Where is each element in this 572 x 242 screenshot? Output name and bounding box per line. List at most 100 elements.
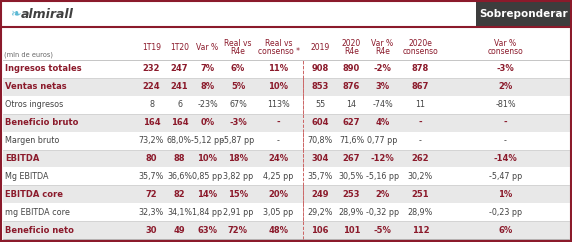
Text: 878: 878	[412, 64, 429, 74]
Bar	[3, 150, 570, 167]
Text: -5,12 pp: -5,12 pp	[191, 136, 224, 145]
Text: 63%: 63%	[197, 226, 217, 234]
Text: 8%: 8%	[200, 82, 214, 91]
Text: 10%: 10%	[197, 154, 217, 163]
Text: consenso: consenso	[403, 47, 438, 56]
Text: R4e: R4e	[231, 47, 245, 56]
Text: 113%: 113%	[267, 100, 290, 109]
Text: 112: 112	[412, 226, 430, 234]
Text: 24%: 24%	[268, 154, 288, 163]
Text: 14%: 14%	[197, 190, 217, 199]
Text: consenso: consenso	[487, 47, 523, 56]
Text: 18%: 18%	[228, 154, 248, 163]
Text: 48%: 48%	[268, 226, 288, 234]
Text: mg EBITDA core: mg EBITDA core	[5, 208, 70, 217]
Text: 101: 101	[343, 226, 360, 234]
Text: 68,0%: 68,0%	[167, 136, 192, 145]
Text: 908: 908	[311, 64, 329, 74]
Text: 10%: 10%	[268, 82, 288, 91]
Text: 34,1%: 34,1%	[167, 208, 192, 217]
Text: Var %: Var %	[196, 44, 219, 53]
Bar	[3, 78, 570, 96]
Text: ❧: ❧	[10, 8, 21, 21]
Text: -23%: -23%	[197, 100, 218, 109]
Bar	[3, 167, 570, 185]
Text: -: -	[419, 136, 422, 145]
Text: 2020e: 2020e	[408, 39, 432, 48]
Text: -74%: -74%	[372, 100, 393, 109]
Text: Mg EBITDA: Mg EBITDA	[5, 172, 49, 181]
Text: 73,2%: 73,2%	[139, 136, 164, 145]
Text: 1T20: 1T20	[170, 44, 189, 53]
Text: Ingresos totales: Ingresos totales	[5, 64, 82, 74]
Text: 71,6%: 71,6%	[339, 136, 364, 145]
Text: 2%: 2%	[498, 82, 513, 91]
Text: 6: 6	[177, 100, 182, 109]
Text: 55: 55	[315, 100, 325, 109]
Text: 49: 49	[174, 226, 185, 234]
Text: 0,85 pp: 0,85 pp	[192, 172, 223, 181]
Text: 0,77 pp: 0,77 pp	[367, 136, 398, 145]
Text: (mln de euros): (mln de euros)	[4, 52, 53, 58]
Bar	[1, 1, 571, 27]
Text: Beneficio neto: Beneficio neto	[5, 226, 74, 234]
Text: 11%: 11%	[268, 64, 288, 74]
Text: 853: 853	[311, 82, 329, 91]
Text: 251: 251	[412, 190, 430, 199]
Text: 80: 80	[146, 154, 157, 163]
Text: 6%: 6%	[498, 226, 513, 234]
Text: 241: 241	[170, 82, 188, 91]
Text: R4e: R4e	[375, 47, 390, 56]
Text: -5%: -5%	[374, 226, 391, 234]
Text: 253: 253	[343, 190, 360, 199]
Bar	[3, 60, 570, 78]
Text: Ventas netas: Ventas netas	[5, 82, 66, 91]
Text: 0%: 0%	[200, 118, 214, 127]
Text: 3,82 pp: 3,82 pp	[223, 172, 253, 181]
Text: 164: 164	[142, 118, 160, 127]
Text: 72: 72	[146, 190, 157, 199]
Text: -: -	[504, 118, 507, 127]
Text: Var %: Var %	[494, 39, 517, 48]
Text: 28,9%: 28,9%	[339, 208, 364, 217]
Text: 88: 88	[174, 154, 185, 163]
Text: 3,05 pp: 3,05 pp	[263, 208, 293, 217]
Text: 867: 867	[412, 82, 429, 91]
Text: EBITDA: EBITDA	[5, 154, 39, 163]
Text: Sobreponderar: Sobreponderar	[479, 9, 568, 19]
Text: R4e: R4e	[344, 47, 359, 56]
Text: Beneficio bruto: Beneficio bruto	[5, 118, 78, 127]
Text: Real vs: Real vs	[224, 39, 252, 48]
Text: 67%: 67%	[229, 100, 247, 109]
Text: -: -	[419, 118, 422, 127]
Text: 2020: 2020	[342, 39, 361, 48]
Text: 7%: 7%	[200, 64, 214, 74]
Text: 604: 604	[311, 118, 329, 127]
Text: -5,16 pp: -5,16 pp	[366, 172, 399, 181]
Text: 15%: 15%	[228, 190, 248, 199]
Text: Var %: Var %	[371, 39, 394, 48]
Text: 35,7%: 35,7%	[139, 172, 164, 181]
Text: 1,84 pp: 1,84 pp	[192, 208, 223, 217]
Text: 876: 876	[343, 82, 360, 91]
Text: 247: 247	[171, 64, 188, 74]
Text: 2019: 2019	[311, 44, 329, 53]
Text: 14: 14	[347, 100, 356, 109]
Text: 5%: 5%	[231, 82, 245, 91]
Text: 106: 106	[311, 226, 329, 234]
Text: 1T19: 1T19	[142, 44, 161, 53]
Text: -: -	[504, 136, 507, 145]
Text: -2%: -2%	[374, 64, 391, 74]
Text: -14%: -14%	[494, 154, 518, 163]
Text: Real vs: Real vs	[265, 39, 292, 48]
Bar	[3, 132, 570, 150]
Text: 627: 627	[343, 118, 360, 127]
Text: 36,6%: 36,6%	[167, 172, 192, 181]
Text: 232: 232	[143, 64, 160, 74]
Text: 30: 30	[146, 226, 157, 234]
Text: 890: 890	[343, 64, 360, 74]
Text: 6%: 6%	[231, 64, 245, 74]
Text: 267: 267	[343, 154, 360, 163]
Text: 8: 8	[149, 100, 154, 109]
Text: EBITDA core: EBITDA core	[5, 190, 63, 199]
